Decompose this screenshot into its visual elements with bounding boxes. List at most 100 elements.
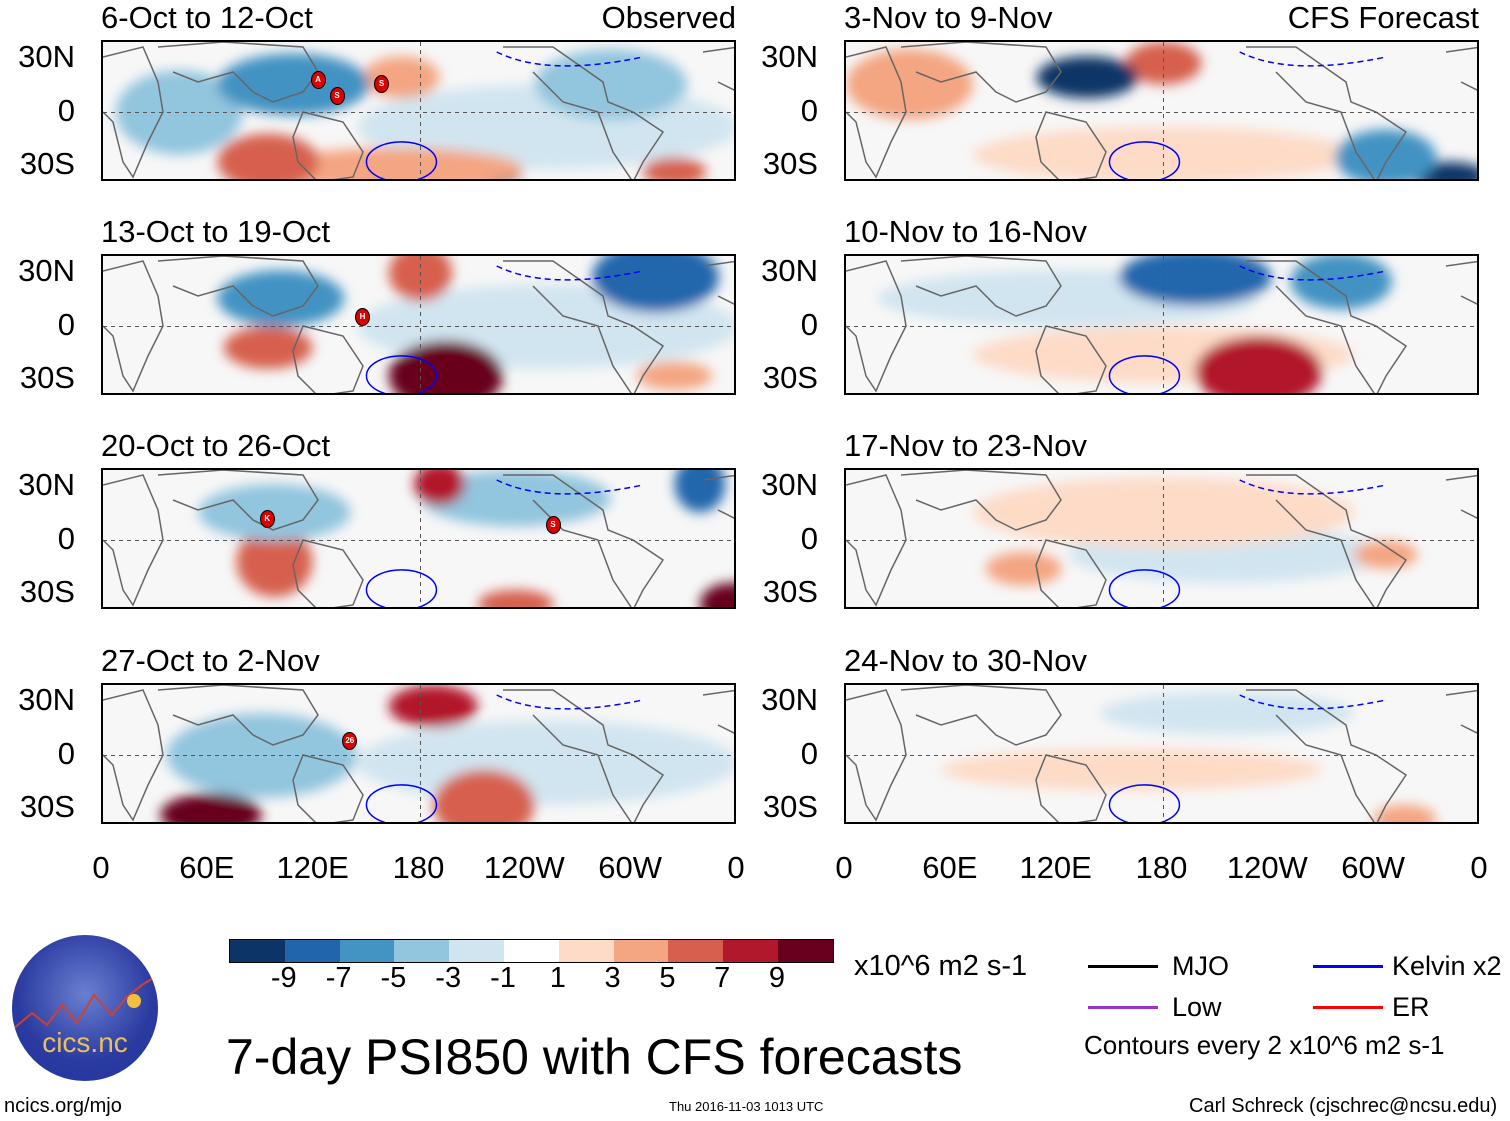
footer-timestamp: Thu 2016-11-03 1013 UTC — [669, 1099, 824, 1114]
legend-low-label: Low — [1172, 992, 1222, 1022]
lon-label: 120E — [1019, 850, 1092, 885]
colorbar-swatch — [558, 940, 614, 962]
lon-label: 0 — [92, 850, 110, 885]
coastlines — [103, 470, 734, 607]
forecast-panel-2-map — [844, 254, 1479, 395]
anomaly-region — [217, 53, 370, 116]
tropical-cyclone-icon: S — [329, 86, 345, 105]
lat-label: 0 — [800, 735, 818, 771]
logo-text: cics.nc — [42, 1027, 128, 1058]
legend-er-label: ER — [1392, 992, 1430, 1022]
forecast-panel-3-title: 17-Nov to 23-Nov — [844, 428, 1087, 463]
anomaly-region — [1100, 692, 1354, 735]
lon-label: 60W — [1341, 850, 1406, 885]
kelvin-contour — [1108, 569, 1181, 607]
anomaly-region — [477, 589, 554, 607]
anomaly-region — [236, 526, 313, 597]
coastlines — [103, 256, 734, 393]
colorbar-tick-label: -3 — [435, 962, 462, 994]
lon-label: 120E — [276, 850, 349, 885]
cics-logo: cics.nc — [12, 935, 158, 1081]
anomaly-region — [433, 769, 535, 822]
colorbar-swatch — [668, 940, 724, 962]
anomaly-region — [357, 720, 734, 805]
anomaly-region — [591, 256, 719, 313]
tropical-cyclone-icon: H — [355, 307, 370, 326]
observed-panel-3-map — [101, 468, 736, 609]
colorbar-swatch — [230, 940, 285, 962]
lon-label: 0 — [1470, 850, 1488, 885]
tropical-cyclone-icon: 26 — [342, 732, 358, 751]
observed-panel-2-title: 13-Oct to 19-Oct — [101, 214, 331, 249]
anomaly-region — [846, 49, 973, 120]
lon-label: 120W — [483, 850, 565, 885]
colorbar — [229, 939, 834, 963]
lat-label: 30N — [761, 681, 818, 717]
colorbar-tick-label: 1 — [549, 962, 566, 994]
anomaly-region — [1125, 42, 1202, 85]
colorbar-tick-label: -1 — [490, 962, 516, 994]
kelvin-contour — [365, 784, 438, 822]
coastlines — [846, 256, 1477, 393]
contours-note: Contours every 2 x10^6 m2 s-1 — [1084, 1030, 1445, 1060]
footer-url[interactable]: ncics.org/mjo — [4, 1095, 122, 1117]
lon-label: 60E — [179, 850, 235, 885]
forecast-panel-4-map — [844, 683, 1479, 824]
lat-label: 30S — [19, 789, 75, 825]
legend-low-line — [1088, 1006, 1158, 1009]
anomaly-region — [414, 470, 465, 506]
kelvin-contour-negative — [1239, 51, 1386, 67]
colorbar-swatch — [777, 940, 833, 962]
figure-title: 7-day PSI850 with CFS forecasts — [226, 1029, 963, 1085]
anomaly-region — [217, 270, 345, 327]
lat-label: 0 — [57, 735, 75, 771]
anomaly-region — [985, 551, 1062, 586]
kelvin-contour-negative — [496, 265, 643, 281]
lat-label: 30N — [761, 466, 818, 502]
forecast-panel-2-title: 10-Nov to 16-Nov — [844, 214, 1087, 249]
anomaly-region — [1119, 256, 1272, 306]
colorbar-swatch — [284, 940, 340, 962]
forecast-panel-1-map — [844, 40, 1479, 181]
observed-panel-1-map — [101, 40, 736, 181]
coastlines — [103, 42, 734, 179]
anomaly-region — [217, 133, 319, 179]
mountain-icon — [12, 974, 158, 1031]
kelvin-contour — [1108, 355, 1181, 393]
lat-label: 30N — [761, 252, 818, 288]
lon-label: 180 — [392, 850, 445, 885]
kelvin-contour — [365, 141, 438, 179]
anomaly-region — [1373, 804, 1437, 822]
kelvin-contour-negative — [496, 479, 643, 495]
anomaly-region — [388, 685, 478, 728]
legend-mjo-label: MJO — [1172, 951, 1229, 981]
anomaly-region — [166, 713, 357, 798]
lat-label: 30N — [18, 38, 75, 74]
colorbar-tick-label: -7 — [325, 962, 352, 994]
anomaly-region — [1195, 336, 1323, 393]
coastlines — [103, 685, 734, 822]
lat-label: 30N — [18, 681, 75, 717]
colorbar-tick-label: 9 — [768, 962, 786, 994]
kelvin-contour-negative — [1239, 265, 1386, 281]
colorbar-swatch — [339, 940, 395, 962]
footer-author: Carl Schreck (cjschrec@ncsu.edu) — [1189, 1095, 1498, 1117]
observed-panel-3-title: 20-Oct to 26-Oct — [101, 428, 331, 463]
forecast-panel-3-map — [844, 468, 1479, 609]
tropical-cyclone-icon: K — [259, 510, 275, 529]
anomaly-region — [1036, 56, 1139, 99]
lat-label: 0 — [57, 520, 75, 556]
kelvin-contour — [365, 569, 438, 607]
kelvin-contour-negative — [496, 51, 643, 67]
observed-panel-2-map — [101, 254, 736, 395]
colorbar-tick-label: 5 — [659, 962, 676, 994]
lat-label: 30S — [762, 146, 818, 182]
legend-mjo-line — [1088, 965, 1158, 968]
lat-label: 30S — [19, 574, 75, 610]
anomaly-region — [941, 748, 1323, 791]
lon-label: 0 — [835, 850, 853, 885]
lon-label: 60W — [598, 850, 663, 885]
forecast-panel-1-title: 3-Nov to 9-Nov — [844, 0, 1053, 35]
observed-panel-4-map — [101, 683, 736, 824]
lat-label: 0 — [57, 92, 75, 128]
